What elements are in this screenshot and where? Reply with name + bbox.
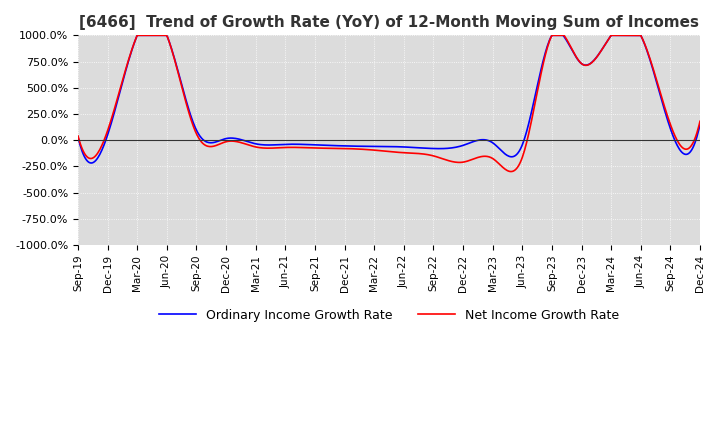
Line: Ordinary Income Growth Rate: Ordinary Income Growth Rate [78,35,700,163]
Line: Net Income Growth Rate: Net Income Growth Rate [78,35,700,172]
Ordinary Income Growth Rate [235,137,244,142]
Net Income Growth Rate [134,33,143,38]
Ordinary Income Growth Rate [442,146,451,151]
Ordinary Income Growth Rate [544,40,553,46]
Net Income Growth Rate [73,133,82,139]
Title: [6466]  Trend of Growth Rate (YoY) of 12-Month Moving Sum of Incomes: [6466] Trend of Growth Rate (YoY) of 12-… [79,15,699,30]
Ordinary Income Growth Rate [73,134,82,139]
Net Income Growth Rate [507,169,516,174]
Ordinary Income Growth Rate [134,33,143,38]
Net Income Growth Rate [356,147,365,152]
Legend: Ordinary Income Growth Rate, Net Income Growth Rate: Ordinary Income Growth Rate, Net Income … [153,304,624,327]
Net Income Growth Rate [185,110,194,116]
Net Income Growth Rate [696,119,704,124]
Net Income Growth Rate [544,41,553,47]
Net Income Growth Rate [490,157,499,162]
Ordinary Income Growth Rate [87,160,96,165]
Ordinary Income Growth Rate [491,142,500,147]
Net Income Growth Rate [441,157,450,162]
Ordinary Income Growth Rate [186,111,194,116]
Net Income Growth Rate [235,139,243,145]
Ordinary Income Growth Rate [357,143,366,149]
Ordinary Income Growth Rate [696,122,704,127]
